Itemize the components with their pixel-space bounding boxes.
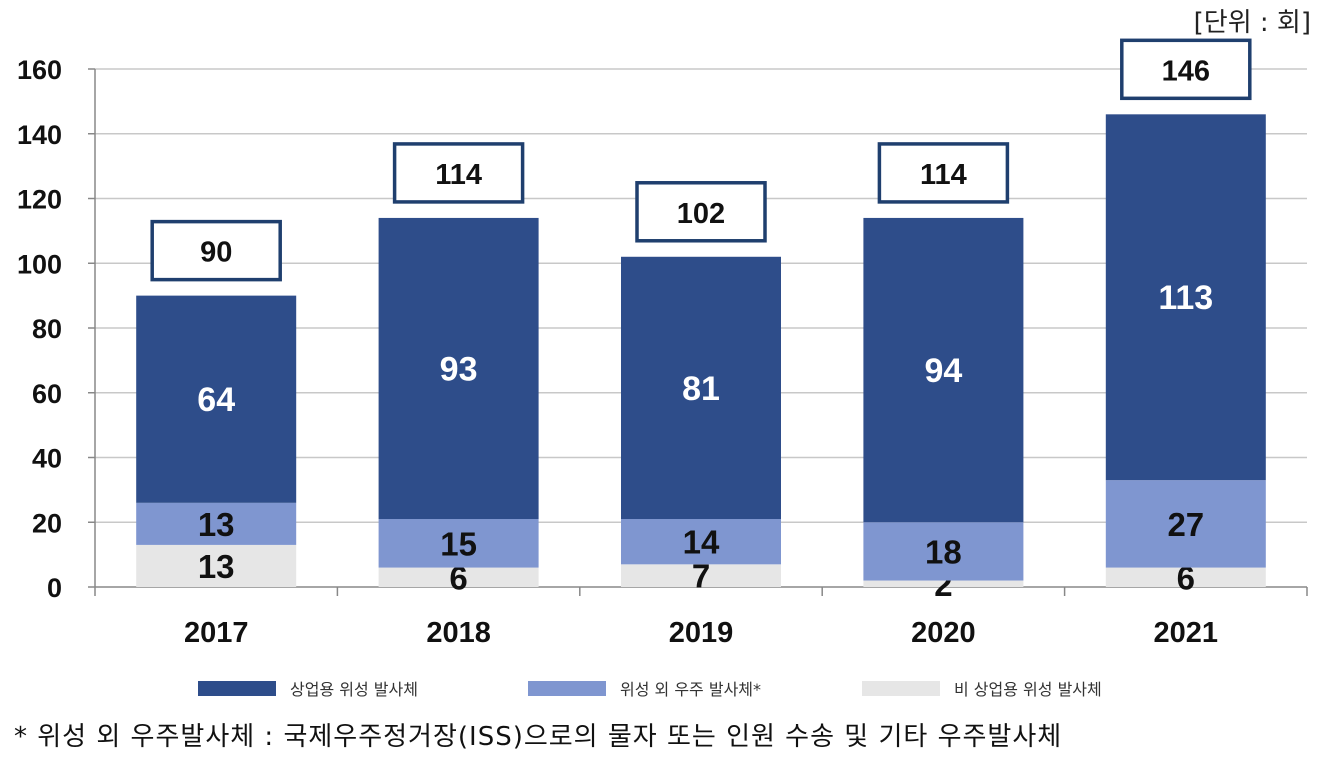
legend: 상업용 위성 발사체 위성 외 우주 발사체* 비 상업용 위성 발사체 (0, 676, 1325, 700)
legend-swatch (862, 680, 940, 696)
total-label: 90 (200, 237, 232, 269)
bar-segment (863, 580, 1024, 587)
bar-segment (1105, 480, 1266, 568)
bar-segment (621, 256, 781, 520)
bar-segment (863, 522, 1024, 581)
total-label: 146 (1162, 55, 1210, 87)
bar-segment (378, 567, 539, 587)
bar-segment (863, 217, 1024, 523)
legend-label: 상업용 위성 발사체 (290, 680, 418, 699)
total-label: 114 (435, 159, 482, 191)
legend-item-non-satellite: 위성 외 우주 발사체* (528, 676, 761, 700)
data-label: 113 (1158, 279, 1213, 317)
y-tick-label: 60 (32, 379, 62, 409)
data-label: 64 (197, 381, 235, 419)
bar-segment (378, 519, 539, 568)
total-box (392, 142, 525, 204)
bar-segment (1105, 114, 1266, 481)
x-tick-label: 2021 (1154, 617, 1219, 649)
data-label: 93 (440, 350, 478, 388)
data-label: 18 (925, 533, 962, 570)
legend-item-non-commercial: 비 상업용 위성 발사체 (862, 676, 1102, 700)
total-box (150, 219, 282, 282)
bar-segment (1105, 567, 1266, 587)
data-label: 13 (198, 506, 235, 543)
y-tick-label: 20 (32, 508, 62, 538)
total-box (1120, 38, 1252, 101)
y-tick-label: 40 (32, 444, 62, 474)
bar-segment (136, 295, 297, 503)
y-tick-label: 80 (32, 314, 62, 344)
total-box (635, 181, 767, 243)
bar-segment (136, 544, 297, 587)
data-label: 13 (198, 548, 235, 585)
data-label: 27 (1167, 506, 1204, 543)
data-label: 14 (683, 524, 720, 561)
y-tick-label: 160 (17, 55, 62, 85)
data-label: 15 (440, 525, 477, 562)
legend-label: 비 상업용 위성 발사체 (954, 680, 1102, 699)
total-label: 102 (677, 198, 725, 230)
legend-swatch (198, 680, 276, 696)
y-tick-label: 140 (17, 120, 62, 150)
stacked-bar-chart: 0204060801001201401601313649020176159311… (17, 38, 1308, 649)
y-tick-label: 100 (17, 249, 62, 279)
bar-segment (378, 217, 539, 520)
unit-label: [단위 : 회] (1193, 8, 1311, 38)
data-label: 81 (682, 370, 720, 408)
total-box (877, 142, 1010, 204)
bar-segment (621, 564, 781, 587)
data-label: 6 (1177, 559, 1195, 596)
data-label: 6 (449, 559, 467, 596)
x-tick-label: 2020 (911, 617, 976, 649)
bar-segment (136, 502, 297, 545)
x-tick-label: 2019 (669, 617, 734, 649)
x-tick-label: 2017 (184, 617, 249, 649)
bar-segment (621, 519, 781, 565)
legend-label: 위성 외 우주 발사체* (620, 680, 762, 699)
y-tick-label: 0 (47, 573, 62, 603)
data-label: 7 (692, 558, 710, 595)
y-tick-label: 120 (17, 185, 62, 215)
legend-swatch (528, 680, 606, 696)
legend-item-commercial: 상업용 위성 발사체 (198, 676, 418, 700)
x-tick-label: 2018 (426, 617, 491, 649)
footnote: * 위성 외 우주발사체 : 국제우주정거장(ISS)으로의 물자 또는 인원 … (14, 722, 1063, 752)
data-label: 94 (924, 352, 962, 390)
total-label: 114 (920, 159, 967, 191)
